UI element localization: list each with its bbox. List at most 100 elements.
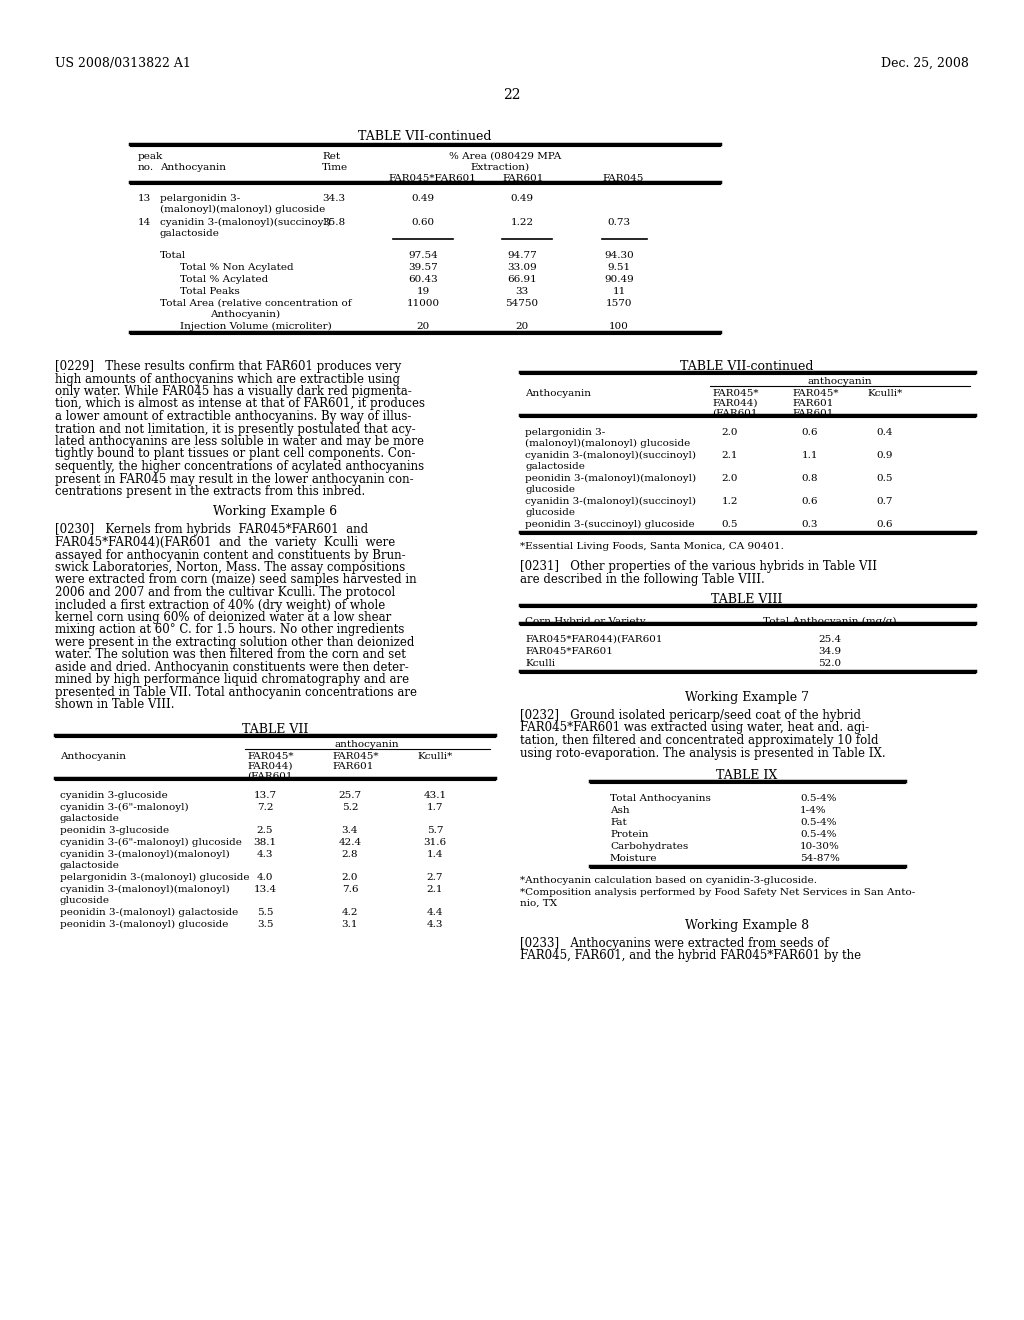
Text: FAR044): FAR044) (247, 762, 293, 771)
Text: 0.73: 0.73 (607, 218, 631, 227)
Text: cyanidin 3-(malonoyl)(malonoyl): cyanidin 3-(malonoyl)(malonoyl) (60, 884, 229, 894)
Text: Total Area (relative concentration of: Total Area (relative concentration of (160, 300, 351, 308)
Text: peonidin 3-(malonoyl)(malonoyl): peonidin 3-(malonoyl)(malonoyl) (525, 474, 696, 483)
Text: 0.60: 0.60 (412, 218, 434, 227)
Text: 3.1: 3.1 (342, 920, 358, 929)
Text: [0231]   Other properties of the various hybrids in Table VII: [0231] Other properties of the various h… (520, 560, 877, 573)
Text: [0232]   Ground isolated pericarp/seed coat of the hybrid: [0232] Ground isolated pericarp/seed coa… (520, 709, 861, 722)
Text: 0.5-4%: 0.5-4% (800, 795, 837, 803)
Text: *Composition analysis performed by Food Safety Net Services in San Anto-: *Composition analysis performed by Food … (520, 888, 915, 898)
Text: 0.4: 0.4 (877, 428, 893, 437)
Text: 2.1: 2.1 (722, 451, 738, 459)
Text: 4.4: 4.4 (427, 908, 443, 917)
Text: 0.8: 0.8 (802, 474, 818, 483)
Text: 13.7: 13.7 (253, 791, 276, 800)
Text: 1.22: 1.22 (510, 218, 534, 227)
Text: galactoside: galactoside (60, 814, 120, 822)
Text: FAR045*FAR601: FAR045*FAR601 (388, 174, 476, 183)
Text: cyanidin 3-(malonoyl)(succinoyl): cyanidin 3-(malonoyl)(succinoyl) (160, 218, 331, 227)
Text: Extraction): Extraction) (470, 162, 529, 172)
Text: 54750: 54750 (506, 300, 539, 308)
Text: 0.3: 0.3 (802, 520, 818, 529)
Text: 14: 14 (138, 218, 152, 227)
Text: presented in Table VII. Total anthocyanin concentrations are: presented in Table VII. Total anthocyani… (55, 686, 417, 700)
Text: tightly bound to plant tissues or plant cell components. Con-: tightly bound to plant tissues or plant … (55, 447, 416, 461)
Text: 20: 20 (515, 322, 528, 331)
Text: Moisture: Moisture (610, 854, 657, 863)
Text: 94.30: 94.30 (604, 251, 634, 260)
Text: 52.0: 52.0 (818, 659, 842, 668)
Text: assayed for anthocyanin content and constituents by Brun-: assayed for anthocyanin content and cons… (55, 549, 406, 561)
Text: galactoside: galactoside (525, 462, 585, 471)
Text: 1.2: 1.2 (722, 498, 738, 506)
Text: % Area (080429 MPA: % Area (080429 MPA (449, 152, 561, 161)
Text: Kculli: Kculli (525, 659, 555, 668)
Text: nio, TX: nio, TX (520, 899, 557, 908)
Text: Anthocyanin: Anthocyanin (525, 389, 591, 399)
Text: are described in the following Table VIII.: are described in the following Table VII… (520, 573, 765, 586)
Text: FAR044): FAR044) (712, 399, 758, 408)
Text: peonidin 3-(succinoyl) glucoside: peonidin 3-(succinoyl) glucoside (525, 520, 694, 529)
Text: cyanidin 3-(malonoyl)(succinoyl): cyanidin 3-(malonoyl)(succinoyl) (525, 451, 696, 461)
Text: pelargonidin 3-: pelargonidin 3- (160, 194, 241, 203)
Text: Kculli*: Kculli* (867, 389, 902, 399)
Text: peonidin 3-glucoside: peonidin 3-glucoside (60, 826, 169, 836)
Text: peak: peak (138, 152, 163, 161)
Text: a lower amount of extractible anthocyanins. By way of illus-: a lower amount of extractible anthocyani… (55, 411, 412, 422)
Text: 19: 19 (417, 286, 430, 296)
Text: Carbohydrates: Carbohydrates (610, 842, 688, 851)
Text: TABLE VII: TABLE VII (242, 723, 308, 737)
Text: Total Peaks: Total Peaks (180, 286, 240, 296)
Text: 5.7: 5.7 (427, 826, 443, 836)
Text: glucoside: glucoside (525, 508, 575, 517)
Text: TABLE VII-continued: TABLE VII-continued (358, 129, 492, 143)
Text: 2.1: 2.1 (427, 884, 443, 894)
Text: 2006 and 2007 and from the cultivar Kculli. The protocol: 2006 and 2007 and from the cultivar Kcul… (55, 586, 395, 599)
Text: 31.6: 31.6 (424, 838, 446, 847)
Text: glucoside: glucoside (525, 484, 575, 494)
Text: 7.2: 7.2 (257, 803, 273, 812)
Text: FAR601: FAR601 (502, 174, 544, 183)
Text: peonidin 3-(malonoyl) galactoside: peonidin 3-(malonoyl) galactoside (60, 908, 239, 917)
Text: present in FAR045 may result in the lower anthocyanin con-: present in FAR045 may result in the lowe… (55, 473, 414, 486)
Text: Time: Time (322, 162, 348, 172)
Text: Ash: Ash (610, 807, 630, 814)
Text: FAR045*: FAR045* (712, 389, 759, 399)
Text: [0233]   Anthocyanins were extracted from seeds of: [0233] Anthocyanins were extracted from … (520, 937, 828, 950)
Text: 94.77: 94.77 (507, 251, 537, 260)
Text: (FAR601: (FAR601 (247, 772, 293, 781)
Text: 25.7: 25.7 (339, 791, 361, 800)
Text: 33: 33 (515, 286, 528, 296)
Text: cyanidin 3-(malonoyl)(malonoyl): cyanidin 3-(malonoyl)(malonoyl) (60, 850, 229, 859)
Text: Fat: Fat (610, 818, 627, 828)
Text: swick Laboratories, Norton, Mass. The assay compositions: swick Laboratories, Norton, Mass. The as… (55, 561, 406, 574)
Text: 34.9: 34.9 (818, 647, 842, 656)
Text: 0.49: 0.49 (412, 194, 434, 203)
Text: 3.5: 3.5 (257, 920, 273, 929)
Text: were extracted from corn (maize) seed samples harvested in: were extracted from corn (maize) seed sa… (55, 573, 417, 586)
Text: 0.5: 0.5 (722, 520, 738, 529)
Text: 60.43: 60.43 (409, 275, 438, 284)
Text: Working Example 6: Working Example 6 (213, 506, 337, 519)
Text: FAR045*: FAR045* (332, 752, 379, 762)
Text: (FAR601: (FAR601 (712, 409, 758, 418)
Text: 5.2: 5.2 (342, 803, 358, 812)
Text: 0.9: 0.9 (877, 451, 893, 459)
Text: 0.49: 0.49 (510, 194, 534, 203)
Text: *Essential Living Foods, Santa Monica, CA 90401.: *Essential Living Foods, Santa Monica, C… (520, 543, 784, 550)
Text: high amounts of anthocyanins which are extractible using: high amounts of anthocyanins which are e… (55, 372, 400, 385)
Text: 11: 11 (612, 286, 626, 296)
Text: 2.8: 2.8 (342, 850, 358, 859)
Text: 25.4: 25.4 (818, 635, 842, 644)
Text: anthocyanin: anthocyanin (808, 378, 872, 385)
Text: Anthocyanin: Anthocyanin (60, 752, 126, 762)
Text: pelargonidin 3-(malonoyl) glucoside: pelargonidin 3-(malonoyl) glucoside (60, 873, 250, 882)
Text: FAR045*: FAR045* (247, 752, 294, 762)
Text: 2.0: 2.0 (722, 428, 738, 437)
Text: Working Example 7: Working Example 7 (685, 690, 809, 704)
Text: FAR601: FAR601 (792, 399, 834, 408)
Text: anthocyanin: anthocyanin (335, 741, 399, 748)
Text: 5.5: 5.5 (257, 908, 273, 917)
Text: aside and dried. Anthocyanin constituents were then deter-: aside and dried. Anthocyanin constituent… (55, 661, 409, 675)
Text: 0.5-4%: 0.5-4% (800, 818, 837, 828)
